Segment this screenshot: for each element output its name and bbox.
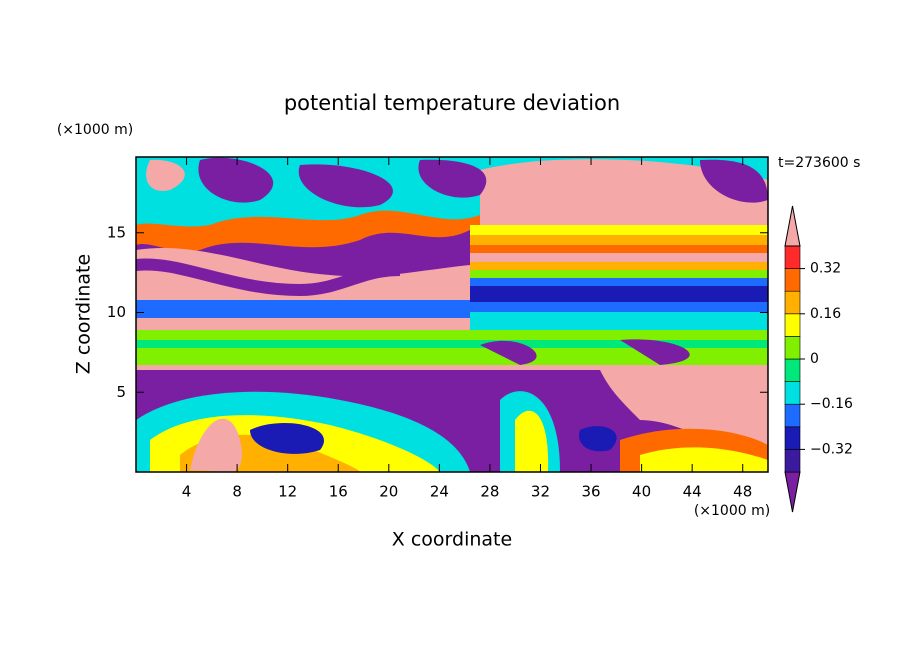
colorbar-box	[784, 313, 801, 337]
y-tick-label: 15	[107, 223, 126, 241]
colorbar-tick-label: 0.16	[810, 306, 841, 322]
x-tick-label: 24	[430, 483, 449, 501]
y-unit: (×1000 m)	[57, 122, 133, 138]
colorbar-box	[784, 426, 801, 450]
colorbar-box	[784, 381, 801, 405]
chart-title: potential temperature deviation	[284, 91, 620, 115]
colorbar-box	[784, 268, 801, 292]
x-tick-label: 40	[632, 483, 651, 501]
x-unit: (×1000 m)	[694, 503, 770, 519]
y-tick-label: 10	[107, 303, 126, 321]
colorbar-tick-label: −0.32	[810, 441, 853, 457]
x-tick-label: 12	[278, 483, 297, 501]
y-axis-label: Z coordinate	[73, 254, 95, 374]
y-tick-label: 5	[116, 383, 126, 401]
colorbar-box	[784, 336, 801, 360]
x-axis-label: X coordinate	[392, 529, 512, 551]
colorbar-tick-label: 0	[810, 351, 819, 367]
x-tick-label: 20	[379, 483, 398, 501]
plot-frame	[135, 156, 769, 473]
x-tick-label: 4	[182, 483, 192, 501]
x-tick-label: 44	[683, 483, 702, 501]
contour-field	[136, 157, 768, 472]
colorbar-box	[784, 245, 801, 269]
colorbar-box	[784, 403, 801, 428]
colorbar-box	[784, 358, 801, 382]
colorbar-tick-label: 0.32	[810, 261, 841, 277]
colorbar-box	[784, 449, 801, 473]
colorbar-box	[784, 290, 801, 315]
time-label: t=273600 s	[778, 155, 860, 171]
x-tick-label: 8	[232, 483, 242, 501]
x-tick-label: 48	[733, 483, 752, 501]
colorbar-tick-label: −0.16	[810, 396, 853, 412]
x-tick-label: 36	[581, 483, 600, 501]
x-tick-label: 16	[329, 483, 348, 501]
colorbar-extension	[784, 205, 801, 247]
x-tick-label: 32	[531, 483, 550, 501]
x-tick-label: 28	[480, 483, 499, 501]
colorbar-extension	[784, 471, 801, 513]
